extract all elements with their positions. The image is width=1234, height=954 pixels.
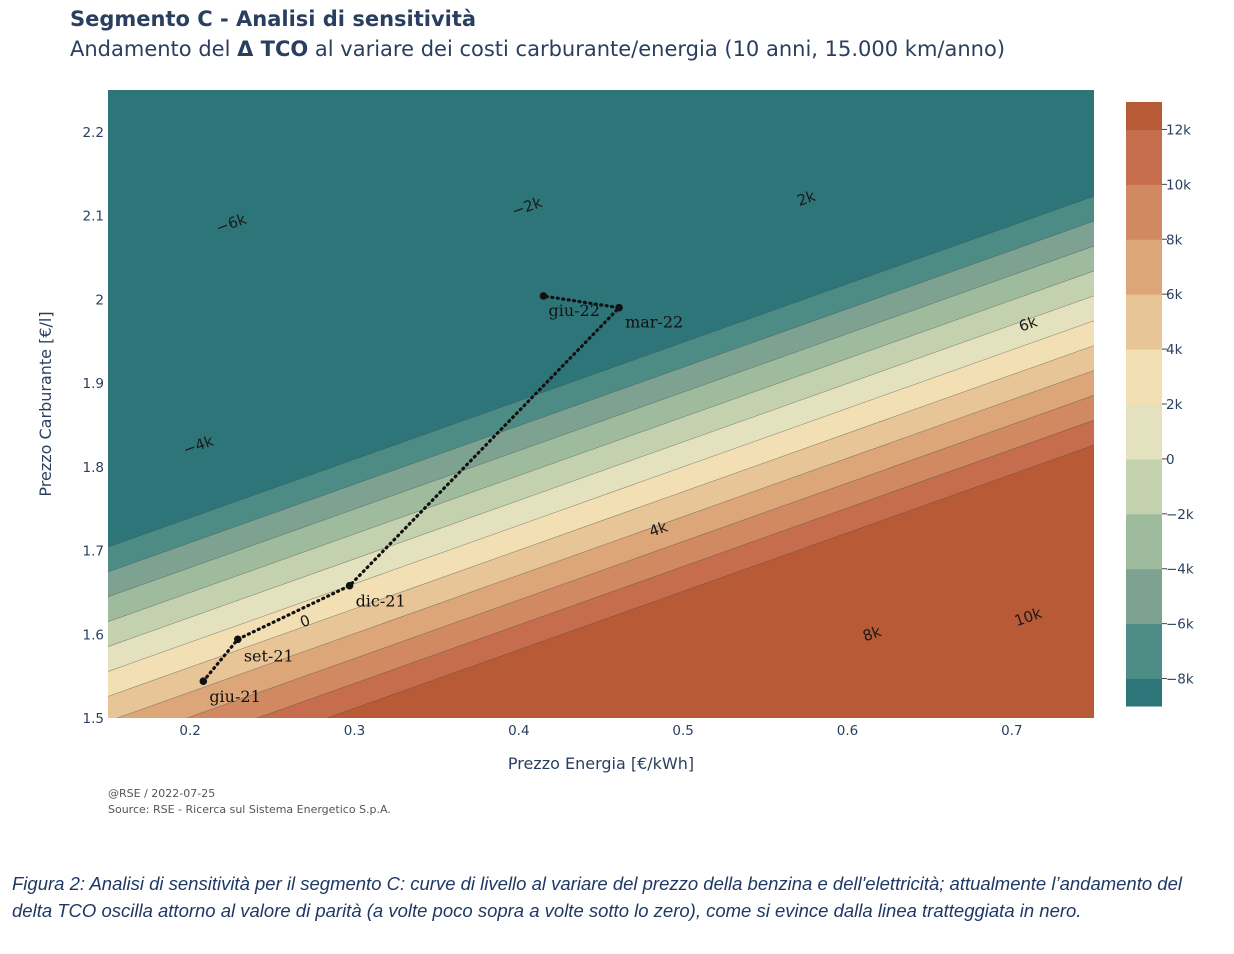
- colorbar-segment: [1126, 404, 1162, 460]
- contour-line: [108, 220, 1094, 573]
- x-tick-label: 0.3: [344, 723, 365, 739]
- footer-credit: @RSE / 2022-07-25: [108, 787, 216, 800]
- colorbar-segment: [1126, 129, 1162, 185]
- y-tick-label: 1.8: [83, 460, 104, 476]
- footer-source: Source: RSE - Ricerca sul Sistema Energe…: [108, 803, 391, 816]
- path-point: [199, 677, 208, 685]
- y-tick-label: 1.9: [83, 376, 104, 392]
- path-point-label: dic-21: [356, 592, 406, 611]
- contour-line: [108, 320, 1094, 672]
- y-axis: 1.5 1.6 1.7 1.8 1.9 2 2.1 2.2: [83, 125, 104, 727]
- x-tick-label: 0.6: [837, 723, 858, 739]
- path-point-label: set-21: [244, 646, 294, 665]
- contour-label: 8k: [860, 622, 884, 645]
- colorbar: 12k 10k 8k 6k 4k 2k 0 −2k −4k −6k −8k: [1126, 102, 1194, 707]
- contour-label: 4k: [647, 517, 671, 540]
- x-tick-label: 0.4: [508, 723, 529, 739]
- contour-label: 6k: [1016, 312, 1040, 335]
- y-tick-label: 2: [95, 292, 104, 308]
- subtitle-prefix: Andamento del: [70, 37, 238, 61]
- colorbar-tick-label: 2k: [1166, 397, 1183, 413]
- colorbar-segment: [1126, 184, 1162, 240]
- contour-line: [108, 245, 1094, 598]
- path-point: [615, 303, 623, 312]
- colorbar-tick-label: 4k: [1166, 342, 1183, 358]
- x-tick-label: 0.5: [672, 723, 693, 739]
- contour-line: [186, 394, 1094, 718]
- path-point: [345, 581, 354, 590]
- contour-lines: [108, 195, 1094, 718]
- y-axis-title: Prezzo Carburante [€/l]: [36, 311, 55, 496]
- colorbar-tick-label: 0: [1166, 452, 1175, 468]
- subtitle-bold: Δ TCO: [237, 37, 309, 61]
- chart-title: Segmento C - Analisi di sensitività: [70, 7, 477, 31]
- colorbar-tick-label: −2k: [1166, 507, 1194, 523]
- contour-line: [108, 345, 1094, 697]
- colorbar-tick-label: −8k: [1166, 672, 1194, 688]
- chart-subtitle: Andamento del Δ TCO al variare dei costi…: [70, 37, 1005, 61]
- colorbar-tick-label: 8k: [1166, 232, 1183, 248]
- y-tick-label: 1.7: [83, 544, 104, 560]
- colorbar-segment: [1126, 678, 1162, 707]
- price-path: giu-21 set-21 dic-21 mar-22 giu-22: [199, 292, 683, 706]
- y-tick-label: 1.6: [83, 627, 104, 643]
- colorbar-tick-label: −6k: [1166, 617, 1194, 633]
- path-point: [234, 635, 242, 644]
- figure-caption: Figura 2: Analisi di sensitività per il …: [12, 873, 1182, 921]
- subtitle-suffix: al variare dei costi carburante/energia …: [308, 37, 1006, 61]
- colorbar-tick-label: 12k: [1166, 122, 1191, 138]
- colorbar-segment: [1126, 458, 1162, 515]
- path-point-label: mar-22: [625, 313, 683, 332]
- contour-chart: −6k −4k −2k 0 2k 4k 6k 8k 10k giu-21 set-21 dic-21…: [36, 90, 1194, 773]
- y-tick-label: 2.1: [83, 209, 104, 225]
- x-tick-label: 0.2: [179, 723, 200, 739]
- x-axis-title: Prezzo Energia [€/kWh]: [508, 754, 694, 773]
- colorbar-segment: [1126, 568, 1162, 625]
- x-axis: 0.2 0.3 0.4 0.5 0.6 0.7: [179, 723, 1022, 739]
- contour-label: 2k: [795, 187, 819, 210]
- y-tick-label: 2.2: [83, 125, 104, 141]
- colorbar-segment: [1126, 349, 1162, 405]
- y-tick-label: 1.5: [83, 711, 104, 727]
- colorbar-segment: [1126, 239, 1162, 295]
- colorbar-segment: [1126, 102, 1162, 130]
- path-point-label: giu-22: [548, 301, 599, 320]
- contour-line: [108, 270, 1094, 623]
- colorbar-segment: [1126, 513, 1162, 570]
- contour-line: [116, 370, 1094, 718]
- contour-line: [108, 195, 1094, 548]
- colorbar-segment: [1126, 294, 1162, 350]
- path-point: [539, 292, 548, 300]
- colorbar-segment: [1126, 623, 1162, 680]
- colorbar-tick-label: −4k: [1166, 562, 1194, 578]
- x-tick-label: 0.7: [1001, 723, 1022, 739]
- colorbar-tick-label: 10k: [1166, 177, 1191, 193]
- contour-bands: [108, 90, 1094, 718]
- path-point-label: giu-21: [209, 687, 260, 706]
- contour-line: [108, 295, 1094, 647]
- colorbar-tick-label: 6k: [1166, 287, 1183, 303]
